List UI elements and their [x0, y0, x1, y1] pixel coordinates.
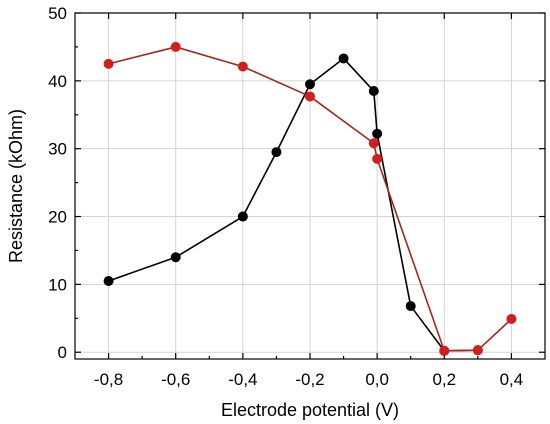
- data-point: [170, 252, 181, 263]
- x-tick-label: 0,2: [432, 370, 456, 389]
- y-axis-title: Resistance (kOhm): [6, 109, 26, 263]
- y-tick-label: 10: [48, 275, 67, 294]
- x-tick-label: -0,6: [161, 370, 190, 389]
- x-tick-label: -0,4: [228, 370, 257, 389]
- x-tick-label: -0,8: [94, 370, 123, 389]
- y-tick-label: 30: [48, 140, 67, 159]
- data-point: [338, 53, 349, 64]
- data-point: [237, 61, 248, 72]
- grid-lines: [75, 12, 545, 359]
- data-point: [304, 91, 315, 102]
- x-tick-label: 0,4: [500, 370, 524, 389]
- data-point: [304, 79, 315, 90]
- y-tick-label: 40: [48, 72, 67, 91]
- data-point: [271, 147, 282, 158]
- data-point: [368, 138, 379, 149]
- data-series: [103, 41, 517, 356]
- data-point: [405, 301, 416, 312]
- data-point: [368, 86, 379, 97]
- series-2: [103, 41, 517, 356]
- series-1: [103, 53, 483, 356]
- data-point: [472, 345, 483, 356]
- data-point: [372, 128, 383, 139]
- series-line: [108, 57, 478, 352]
- y-tick-label: 50: [48, 4, 67, 23]
- x-tick-label: -0,2: [295, 370, 324, 389]
- data-point: [237, 211, 248, 222]
- y-tick-label: 0: [58, 343, 67, 362]
- data-point: [103, 275, 114, 286]
- axis-ticks: -0,8 -0,6 -0,4 -0,2 0,0 0,2 0,4 0 10 20 30 40 50: [48, 4, 545, 389]
- x-axis-title: Electrode potential (V): [221, 400, 399, 420]
- data-point: [506, 313, 517, 324]
- data-point: [103, 58, 114, 69]
- data-point: [170, 41, 181, 52]
- x-tick-label: 0,0: [365, 370, 389, 389]
- y-tick-label: 20: [48, 208, 67, 227]
- data-point: [439, 345, 450, 356]
- data-point: [372, 153, 383, 164]
